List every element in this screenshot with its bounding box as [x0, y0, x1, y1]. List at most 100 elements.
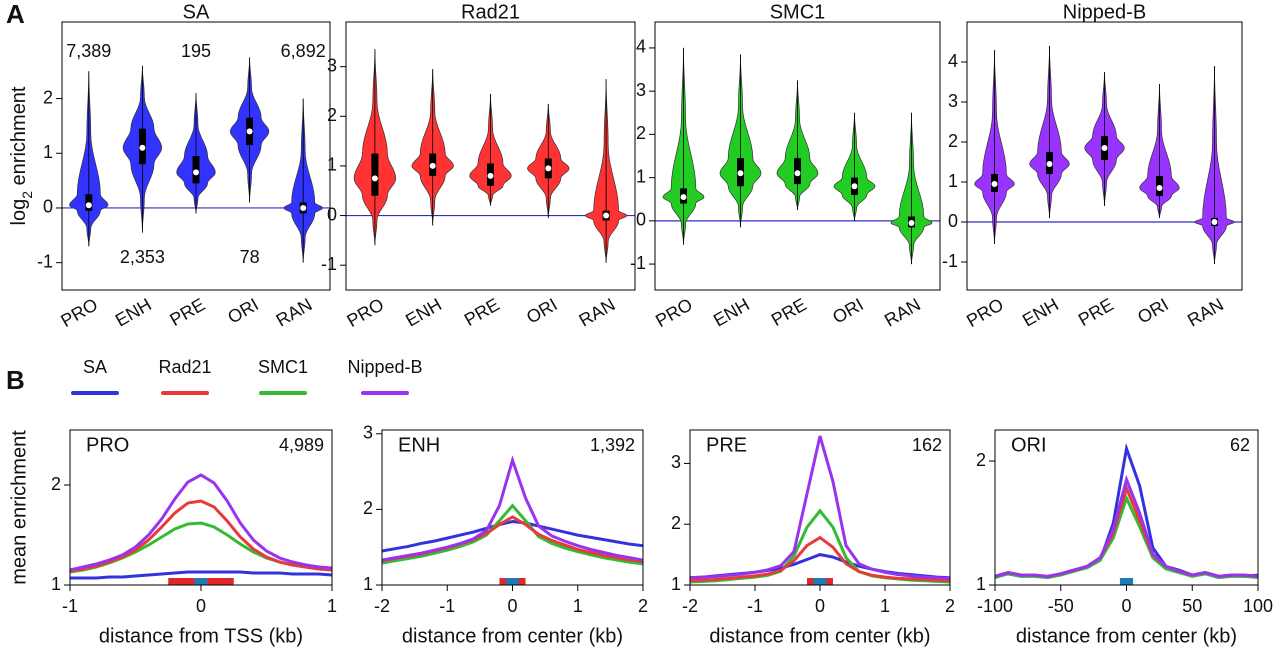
series-line: [70, 570, 333, 580]
x-tick-label: ORI: [1134, 294, 1172, 327]
median-dot: [545, 165, 552, 172]
y-tick-label: 0: [327, 204, 337, 224]
y-tick-label: 0: [43, 197, 53, 217]
y-tick-label: 3: [363, 423, 373, 443]
legend-label: SMC1: [258, 357, 308, 377]
median-dot: [300, 204, 307, 211]
x-tick-label: 1: [327, 596, 337, 616]
y-tick-label: 1: [671, 574, 681, 594]
plot-frame: [689, 429, 951, 586]
x-tick-label: ENH: [710, 294, 753, 330]
y-axis-label-part: 2: [19, 191, 35, 199]
y-tick-label: 2: [363, 498, 373, 518]
y-tick-label: -1: [321, 254, 337, 274]
series-line: [381, 519, 644, 553]
median-dot: [487, 172, 494, 179]
y-tick-label: 1: [363, 574, 373, 594]
series-line: [994, 442, 1259, 580]
y-axis-label-part: enrichment: [8, 86, 30, 191]
median-dot: [680, 194, 687, 201]
panel-label: PRE: [706, 434, 747, 456]
median-dot: [429, 162, 436, 169]
y-axis-label: mean enrichment: [8, 430, 30, 585]
median-dot: [1211, 219, 1218, 225]
x-tick-label: -100: [977, 596, 1013, 616]
count-annotation: 195: [181, 41, 211, 61]
panel-label: ENH: [398, 434, 440, 456]
x-tick-label: PRE: [166, 294, 208, 330]
y-tick-label: 0: [636, 210, 646, 230]
y-tick-label: 2: [948, 131, 958, 151]
count-annotation: 6,892: [281, 41, 326, 61]
x-axis-label: distance from center (kb): [1016, 625, 1237, 647]
y-tick-label: 0: [948, 211, 958, 231]
y-tick-label: 2: [976, 450, 986, 470]
y-tick-label: 2: [43, 87, 53, 107]
region-bar: [1119, 578, 1134, 585]
panel-letter: B: [6, 365, 25, 395]
x-tick-label: ORI: [523, 294, 561, 327]
series-line: [689, 535, 951, 583]
plot-frame: [994, 429, 1259, 586]
series-line: [994, 494, 1259, 580]
count-label: 62: [1230, 435, 1250, 455]
y-tick-label: 2: [327, 105, 337, 125]
chart-title: Nipped-B: [1063, 1, 1146, 23]
median-dot: [794, 170, 801, 177]
y-tick-label: 1: [43, 142, 53, 162]
y-tick-label: 1: [51, 574, 61, 594]
median-dot: [1156, 185, 1163, 191]
region-bar: [813, 578, 827, 585]
count-label: 1,392: [590, 435, 635, 455]
x-tick-label: 0: [815, 596, 825, 616]
panel-label: ORI: [1011, 434, 1047, 456]
count-annotation: 2,353: [120, 247, 165, 267]
x-tick-label: 2: [638, 596, 648, 616]
y-tick-label: 1: [636, 166, 646, 186]
y-tick-label: -1: [942, 251, 958, 271]
series-line: [381, 503, 644, 566]
median-dot: [737, 170, 744, 177]
chart-title: SA: [183, 1, 210, 23]
x-tick-label: -2: [374, 596, 390, 616]
count-annotation: 78: [240, 247, 260, 267]
y-tick-label: 4: [948, 51, 958, 71]
median-dot: [246, 128, 253, 135]
chart-title: Rad21: [461, 1, 520, 23]
plot-frame: [966, 21, 1243, 291]
y-tick-label: 4: [636, 37, 646, 57]
median-dot: [371, 175, 378, 182]
x-tick-label: -1: [439, 596, 455, 616]
y-tick-label: 1: [976, 574, 986, 594]
plot-frame: [69, 429, 333, 586]
x-tick-label: -50: [1048, 596, 1074, 616]
x-tick-label: 50: [1182, 596, 1202, 616]
y-tick-label: 1: [327, 155, 337, 175]
series-line: [689, 508, 951, 584]
x-tick-label: 0: [507, 596, 517, 616]
x-axis-label: distance from center (kb): [709, 625, 930, 647]
legend-label: Nipped-B: [347, 357, 422, 377]
y-tick-label: 3: [327, 55, 337, 75]
x-tick-label: ENH: [1019, 294, 1062, 330]
chart-title: SMC1: [770, 1, 826, 23]
legend-label: Rad21: [158, 357, 211, 377]
y-tick-label: 2: [671, 513, 681, 533]
x-tick-label: PRO: [343, 294, 387, 331]
median-dot: [603, 212, 610, 219]
y-axis-label-part: log: [8, 199, 30, 226]
x-tick-label: 1: [573, 596, 583, 616]
x-tick-label: RAN: [1184, 294, 1227, 330]
y-axis-label: log2 enrichment: [8, 86, 34, 225]
x-tick-label: 0: [196, 596, 206, 616]
x-tick-label: 100: [1243, 596, 1273, 616]
region-bar: [194, 578, 208, 585]
y-tick-label: 3: [671, 452, 681, 472]
median-dot: [193, 169, 199, 176]
x-tick-label: PRO: [963, 294, 1007, 331]
median-dot: [908, 220, 915, 226]
y-tick-label: 1: [948, 171, 958, 191]
y-tick-label: 2: [636, 123, 646, 143]
x-tick-label: RAN: [881, 294, 924, 330]
x-axis-label: distance from center (kb): [402, 625, 623, 647]
